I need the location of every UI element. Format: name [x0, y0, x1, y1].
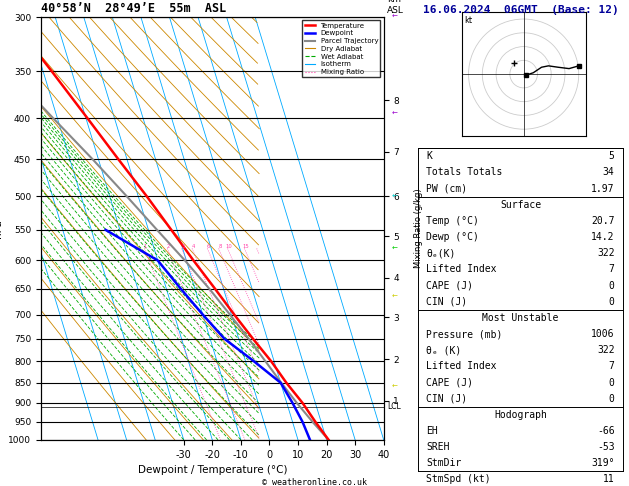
Text: Pressure (mb): Pressure (mb)	[426, 329, 503, 339]
Legend: Temperature, Dewpoint, Parcel Trajectory, Dry Adiabat, Wet Adiabat, Isotherm, Mi: Temperature, Dewpoint, Parcel Trajectory…	[303, 20, 380, 77]
Text: CIN (J): CIN (J)	[426, 297, 467, 307]
Text: -66: -66	[597, 426, 615, 436]
Text: 0: 0	[609, 378, 615, 387]
Text: Temp (°C): Temp (°C)	[426, 216, 479, 226]
Text: 322: 322	[597, 345, 615, 355]
Text: 3: 3	[181, 244, 184, 249]
Text: K: K	[426, 151, 432, 161]
Text: Dewp (°C): Dewp (°C)	[426, 232, 479, 242]
Text: 40°58’N  28°49’E  55m  ASL: 40°58’N 28°49’E 55m ASL	[41, 1, 226, 15]
Text: ←: ←	[392, 384, 398, 390]
Text: StmDir: StmDir	[426, 458, 462, 469]
Text: 6: 6	[207, 244, 210, 249]
Text: ←: ←	[392, 294, 398, 299]
Text: Lifted Index: Lifted Index	[426, 264, 497, 275]
Text: 11: 11	[603, 474, 615, 485]
Text: 2: 2	[167, 244, 170, 249]
Y-axis label: hPa: hPa	[0, 219, 3, 238]
Text: EH: EH	[426, 426, 438, 436]
Text: 4: 4	[192, 244, 195, 249]
Text: CIN (J): CIN (J)	[426, 394, 467, 404]
Text: 16.06.2024  06GMT  (Base: 12): 16.06.2024 06GMT (Base: 12)	[423, 4, 618, 15]
Text: Hodograph: Hodograph	[494, 410, 547, 420]
Text: kt: kt	[464, 16, 472, 25]
Text: CAPE (J): CAPE (J)	[426, 280, 474, 291]
Text: SREH: SREH	[426, 442, 450, 452]
Text: ←: ←	[392, 193, 398, 199]
Text: LCL: LCL	[387, 402, 401, 411]
Text: 14.2: 14.2	[591, 232, 615, 242]
Text: θₑ (K): θₑ (K)	[426, 345, 462, 355]
Text: Mixing Ratio (g/kg): Mixing Ratio (g/kg)	[414, 189, 423, 268]
Text: 7: 7	[609, 362, 615, 371]
X-axis label: Dewpoint / Temperature (°C): Dewpoint / Temperature (°C)	[138, 465, 287, 475]
Text: 1006: 1006	[591, 329, 615, 339]
Text: -53: -53	[597, 442, 615, 452]
Text: 8: 8	[218, 244, 221, 249]
Text: θₑ(K): θₑ(K)	[426, 248, 456, 258]
Text: StmSpd (kt): StmSpd (kt)	[426, 474, 491, 485]
Text: 5: 5	[609, 151, 615, 161]
Text: CAPE (J): CAPE (J)	[426, 378, 474, 387]
Text: PW (cm): PW (cm)	[426, 184, 467, 193]
Text: ←: ←	[392, 14, 398, 20]
Text: Surface: Surface	[500, 200, 541, 210]
Text: 20.7: 20.7	[591, 216, 615, 226]
Text: 0: 0	[609, 394, 615, 404]
Text: 0: 0	[609, 297, 615, 307]
Text: km
ASL: km ASL	[387, 0, 404, 15]
Text: ←: ←	[392, 245, 398, 252]
Text: 7: 7	[609, 264, 615, 275]
Text: 322: 322	[597, 248, 615, 258]
Text: 15: 15	[242, 244, 249, 249]
Text: © weatheronline.co.uk: © weatheronline.co.uk	[262, 478, 367, 486]
Text: Most Unstable: Most Unstable	[482, 313, 559, 323]
Text: 34: 34	[603, 168, 615, 177]
Text: 10: 10	[226, 244, 232, 249]
Text: Totals Totals: Totals Totals	[426, 168, 503, 177]
Text: ←: ←	[392, 111, 398, 117]
Text: Lifted Index: Lifted Index	[426, 362, 497, 371]
Text: 1.97: 1.97	[591, 184, 615, 193]
Text: 1: 1	[144, 244, 147, 249]
Text: 319°: 319°	[591, 458, 615, 469]
Text: 0: 0	[609, 280, 615, 291]
